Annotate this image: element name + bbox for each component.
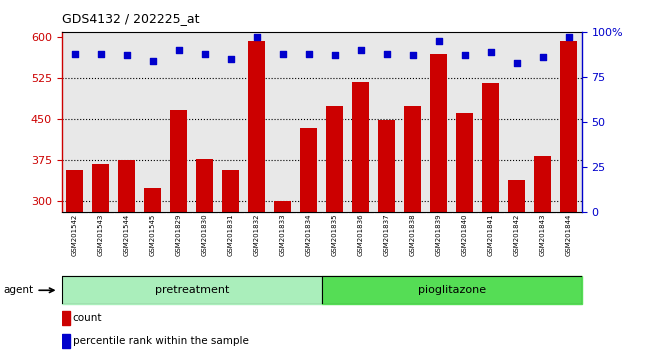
Bar bbox=[66, 170, 83, 354]
Bar bbox=[404, 106, 421, 354]
Bar bbox=[534, 156, 551, 354]
Text: GSM201840: GSM201840 bbox=[462, 214, 468, 256]
Text: GSM201829: GSM201829 bbox=[176, 214, 182, 256]
Text: GSM201839: GSM201839 bbox=[436, 214, 442, 256]
Bar bbox=[322, 276, 582, 304]
Bar bbox=[62, 312, 70, 325]
Text: pretreatment: pretreatment bbox=[155, 285, 229, 295]
Bar bbox=[378, 120, 395, 354]
Text: GSM201545: GSM201545 bbox=[150, 214, 156, 256]
Text: GSM201843: GSM201843 bbox=[540, 214, 546, 256]
Text: percentile rank within the sample: percentile rank within the sample bbox=[73, 336, 248, 346]
Point bbox=[96, 51, 106, 56]
Bar bbox=[196, 159, 213, 354]
Bar bbox=[62, 276, 322, 304]
Bar bbox=[118, 160, 135, 354]
Bar bbox=[222, 170, 239, 354]
Text: GDS4132 / 202225_at: GDS4132 / 202225_at bbox=[62, 12, 200, 25]
Point bbox=[226, 56, 236, 62]
Text: GSM201838: GSM201838 bbox=[410, 214, 416, 256]
Point bbox=[564, 34, 574, 40]
Text: GSM201833: GSM201833 bbox=[280, 214, 286, 256]
Point bbox=[434, 38, 444, 44]
Text: GSM201841: GSM201841 bbox=[488, 214, 494, 256]
Point bbox=[408, 52, 418, 58]
Bar bbox=[274, 201, 291, 354]
Text: agent: agent bbox=[3, 285, 33, 295]
Text: pioglitazone: pioglitazone bbox=[418, 285, 486, 295]
Point bbox=[70, 51, 80, 56]
Text: GSM201842: GSM201842 bbox=[514, 214, 520, 256]
Text: GSM201837: GSM201837 bbox=[384, 214, 390, 256]
Point bbox=[252, 34, 262, 40]
Bar bbox=[326, 106, 343, 354]
Text: count: count bbox=[73, 313, 102, 323]
Bar bbox=[482, 83, 499, 354]
Bar bbox=[144, 188, 161, 354]
Bar bbox=[170, 110, 187, 354]
Bar bbox=[508, 179, 525, 354]
Text: GSM201834: GSM201834 bbox=[306, 214, 312, 256]
Text: GSM201835: GSM201835 bbox=[332, 214, 338, 256]
Bar bbox=[352, 82, 369, 354]
Bar bbox=[62, 334, 70, 348]
Point bbox=[512, 60, 522, 65]
Point bbox=[304, 51, 314, 56]
Text: GSM201836: GSM201836 bbox=[358, 214, 364, 256]
Point bbox=[122, 52, 132, 58]
Text: GSM201544: GSM201544 bbox=[124, 214, 130, 256]
Text: GSM201543: GSM201543 bbox=[98, 214, 104, 256]
Point bbox=[200, 51, 210, 56]
Point bbox=[460, 52, 470, 58]
Point bbox=[382, 51, 392, 56]
Bar bbox=[560, 41, 577, 354]
Bar bbox=[456, 113, 473, 354]
Text: GSM201830: GSM201830 bbox=[202, 214, 208, 256]
Point bbox=[174, 47, 184, 53]
Text: GSM201844: GSM201844 bbox=[566, 214, 572, 256]
Point bbox=[278, 51, 288, 56]
Point bbox=[486, 49, 496, 55]
Point bbox=[148, 58, 158, 64]
Point bbox=[356, 47, 366, 53]
Text: GSM201832: GSM201832 bbox=[254, 214, 260, 256]
Bar bbox=[430, 54, 447, 354]
Bar bbox=[92, 164, 109, 354]
Text: GSM201542: GSM201542 bbox=[72, 214, 78, 256]
Bar bbox=[300, 127, 317, 354]
Text: GSM201831: GSM201831 bbox=[227, 214, 234, 256]
Point bbox=[538, 54, 548, 60]
Bar bbox=[248, 41, 265, 354]
Point bbox=[330, 52, 340, 58]
